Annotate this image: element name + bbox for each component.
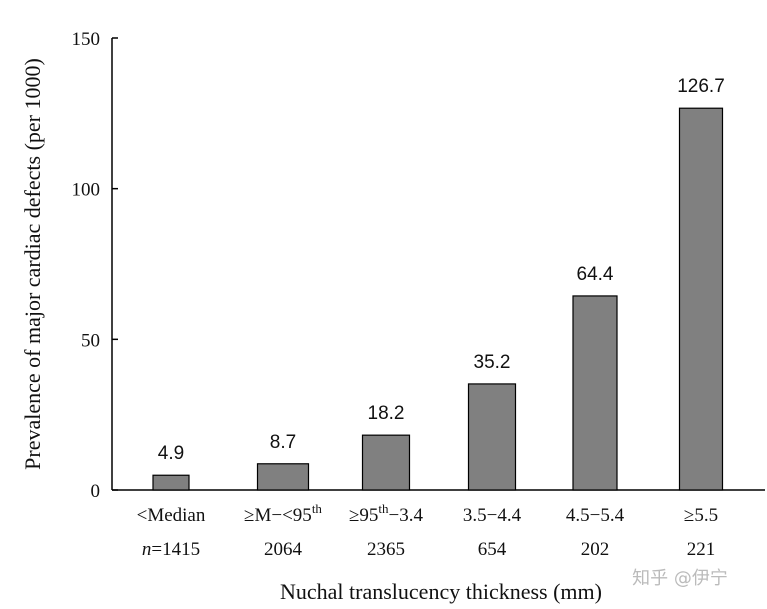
bar-value-label: 35.2 (474, 352, 511, 373)
bar (152, 474, 190, 491)
bar (572, 295, 618, 491)
x-tick-label: 3.5−4.4 (463, 505, 522, 526)
x-tick-label: 4.5−5.4 (566, 505, 625, 526)
bar-value-label: 64.4 (577, 264, 614, 285)
y-axis-title: Prevalence of major cardiac defects (per… (20, 58, 45, 470)
bars: 4.9 8.7 18.2 35.2 64.4 126.7 (152, 76, 725, 491)
x-tick-count: 202 (581, 539, 610, 560)
y-tick-label: 50 (81, 330, 100, 351)
x-tick-label: ≥5.5 (684, 505, 718, 526)
x-axis-title: Nuchal translucency thickness (mm) (280, 579, 602, 604)
x-tick-label: ≥95th−3.4 (349, 501, 424, 526)
bar-value-label: 4.9 (158, 443, 184, 464)
watermark: 知乎 @伊宁 (632, 568, 728, 589)
x-tick-count: n=1415 (142, 539, 200, 560)
x-tick-count: 2064 (264, 539, 303, 560)
bar-value-label: 8.7 (270, 432, 296, 453)
x-tick-count: 654 (478, 539, 507, 560)
y-tick-label: 0 (91, 481, 101, 502)
bar (256, 463, 310, 491)
y-tick-label: 100 (72, 180, 101, 201)
x-tick-labels: <Median n=1415 ≥M−<95th 2064 ≥95th−3.4 2365 3.… (137, 501, 718, 560)
x-tick-count: 221 (687, 539, 716, 560)
bar-value-label: 126.7 (677, 76, 725, 97)
bar-value-label: 18.2 (368, 403, 405, 424)
y-tick-label: 150 (72, 29, 101, 50)
bar (678, 107, 724, 491)
x-tick-count: 2365 (367, 539, 405, 560)
bar (361, 434, 411, 491)
y-axis: 0 50 100 150 (72, 29, 765, 502)
x-tick-label: <Median (137, 505, 206, 526)
x-tick-label: ≥M−<95th (244, 501, 322, 526)
bar (467, 383, 517, 491)
